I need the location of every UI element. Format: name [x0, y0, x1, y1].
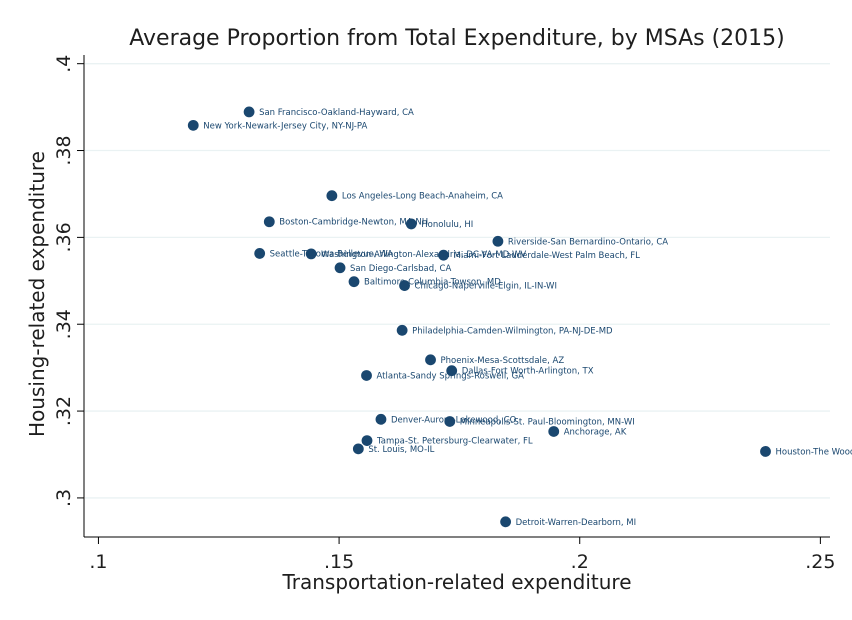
point-labels: San Francisco-Oakland-Hayward, CA New Yor… — [203, 108, 852, 528]
data-point-label: San Diego-Carlsbad, CA — [350, 264, 451, 274]
data-points — [187, 106, 771, 528]
data-point-label: Riverside-San Bernardino-Ontario, CA — [508, 237, 668, 247]
data-point — [492, 235, 504, 247]
data-point-label: Chicago-Naperville-Elgin, IL-IN-WI — [415, 282, 557, 292]
data-point — [263, 216, 275, 228]
y-tick-label: .36 — [53, 222, 75, 252]
data-point — [444, 416, 456, 427]
x-axis-title: Transportation-related expenditure — [281, 570, 631, 594]
y-tick-label: .32 — [53, 396, 75, 426]
data-point-label: Washington-Arlington-Alexandria, DC-VA-M… — [321, 250, 526, 260]
data-point — [187, 119, 199, 131]
data-point — [361, 435, 373, 446]
data-point-label: Los Angeles-Long Beach-Anaheim, CA — [342, 192, 503, 202]
data-point — [396, 324, 408, 336]
x-tick-label: .1 — [89, 551, 107, 573]
data-point-label: San Francisco-Oakland-Hayward, CA — [259, 108, 414, 118]
data-point-label: Houston-The Woodlands-Sugar Land, TX — [776, 447, 852, 457]
data-point — [305, 248, 317, 260]
data-point-label: New York-Newark-Jersey City, NY-NJ-PA — [203, 121, 367, 131]
data-point-label: Baltimore-Columbia-Towson, MD — [364, 278, 501, 288]
data-point — [760, 446, 771, 457]
gridlines — [85, 63, 830, 499]
data-point — [375, 413, 387, 425]
data-point-label: Atlanta-Sandy Springs-Roswell, GA — [377, 371, 525, 381]
data-point-label: Detroit-Warren-Dearborn, MI — [516, 518, 637, 528]
y-tick-label: .38 — [53, 135, 75, 165]
data-point — [334, 262, 346, 274]
data-point-label: Tampa-St. Petersburg-Clearwater, FL — [376, 437, 533, 447]
data-point-label: Miami-Fort Lauderdale-West Palm Beach, F… — [454, 251, 641, 261]
data-point — [243, 106, 255, 118]
data-point-label: Anchorage, AK — [564, 427, 627, 437]
data-point — [446, 365, 458, 377]
y-tick-label: .3 — [53, 489, 75, 507]
data-point — [361, 370, 372, 381]
data-point-label: Philadelphia-Camden-Wilmington, PA-NJ-DE… — [412, 326, 613, 336]
data-point — [425, 354, 436, 366]
y-tick-label: .34 — [53, 309, 75, 339]
x-tick-label: .2 — [571, 551, 589, 573]
data-point — [548, 426, 560, 437]
x-axis-ticks: .1 .15 .2 .25 — [89, 537, 835, 573]
data-point-label: St. Louis, MO-IL — [368, 445, 434, 455]
data-point-label: Seattle-Tacoma-Bellevue, WA — [270, 249, 394, 259]
data-point — [438, 249, 449, 261]
data-point-label: Denver-Aurora-Lakewood, CO — [391, 415, 517, 425]
data-point-label: Dallas-Fort Worth-Arlington, TX — [462, 367, 594, 377]
data-point-label: Honolulu, HI — [421, 220, 473, 230]
data-point — [405, 218, 417, 230]
data-point — [500, 516, 512, 528]
data-point-label: Phoenix-Mesa-Scottsdale, AZ — [441, 356, 565, 366]
data-point-label: Boston-Cambridge-Newton, MA-NH — [279, 218, 428, 228]
data-point-label: Minneapolis-St. Paul-Bloomington, MN-WI — [460, 417, 635, 427]
x-tick-label: .15 — [324, 551, 354, 573]
data-point — [352, 443, 364, 455]
data-point — [348, 276, 360, 288]
y-axis-title: Housing-related expenditure — [25, 151, 49, 437]
data-point — [326, 190, 338, 202]
chart-title: Average Proportion from Total Expenditur… — [129, 26, 785, 51]
y-axis-ticks: .3 .32 .34 .36 .38 .4 — [53, 55, 84, 507]
x-tick-label: .25 — [805, 551, 835, 573]
data-point — [254, 248, 266, 259]
data-point — [399, 280, 410, 291]
y-tick-label: .4 — [53, 55, 75, 73]
